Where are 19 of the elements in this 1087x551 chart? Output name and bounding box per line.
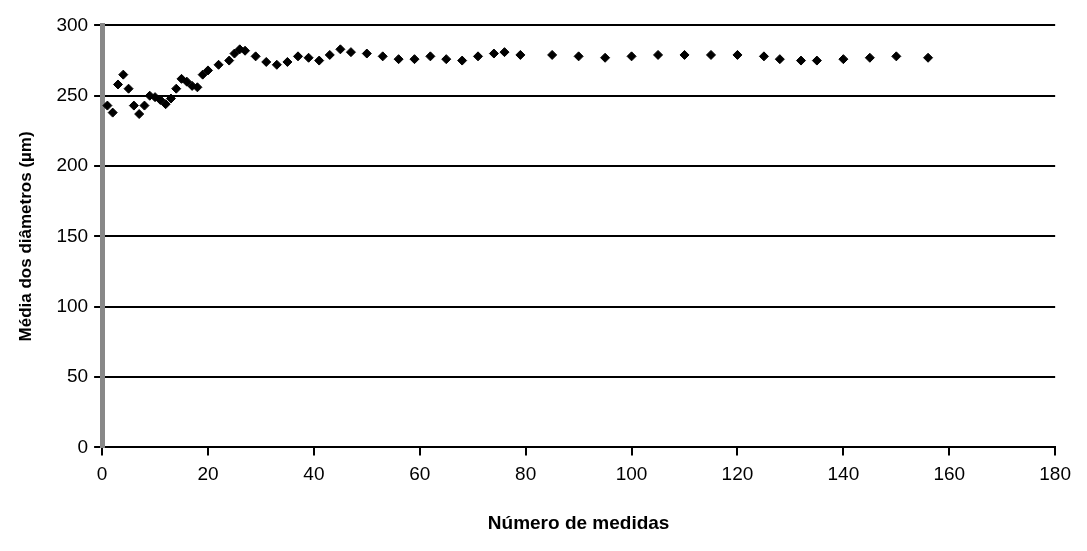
x-tick-label: 140 bbox=[827, 463, 860, 485]
x-tick-label: 60 bbox=[409, 463, 431, 485]
y-tick-label: 250 bbox=[56, 83, 89, 105]
y-axis-title: Média dos diâmetros (µm) bbox=[15, 131, 35, 342]
x-tick-label: 40 bbox=[303, 463, 325, 485]
y-tick-label: 50 bbox=[66, 365, 89, 387]
x-tick-label: 0 bbox=[96, 463, 108, 485]
x-tick-label: 100 bbox=[615, 463, 648, 485]
x-tick-label: 20 bbox=[197, 463, 219, 485]
y-tick-label: 150 bbox=[56, 224, 89, 246]
x-tick-label: 120 bbox=[721, 463, 754, 485]
x-tick-label: 180 bbox=[1039, 463, 1071, 485]
y-tick-label: 100 bbox=[56, 294, 89, 316]
y-tick-label: 300 bbox=[56, 13, 89, 35]
y-tick-label: 200 bbox=[56, 154, 89, 176]
y-tick-label: 0 bbox=[77, 435, 89, 457]
x-tick-label: 160 bbox=[933, 463, 966, 485]
x-tick-label: 80 bbox=[515, 463, 537, 485]
x-axis-title: Número de medidas bbox=[487, 511, 670, 533]
